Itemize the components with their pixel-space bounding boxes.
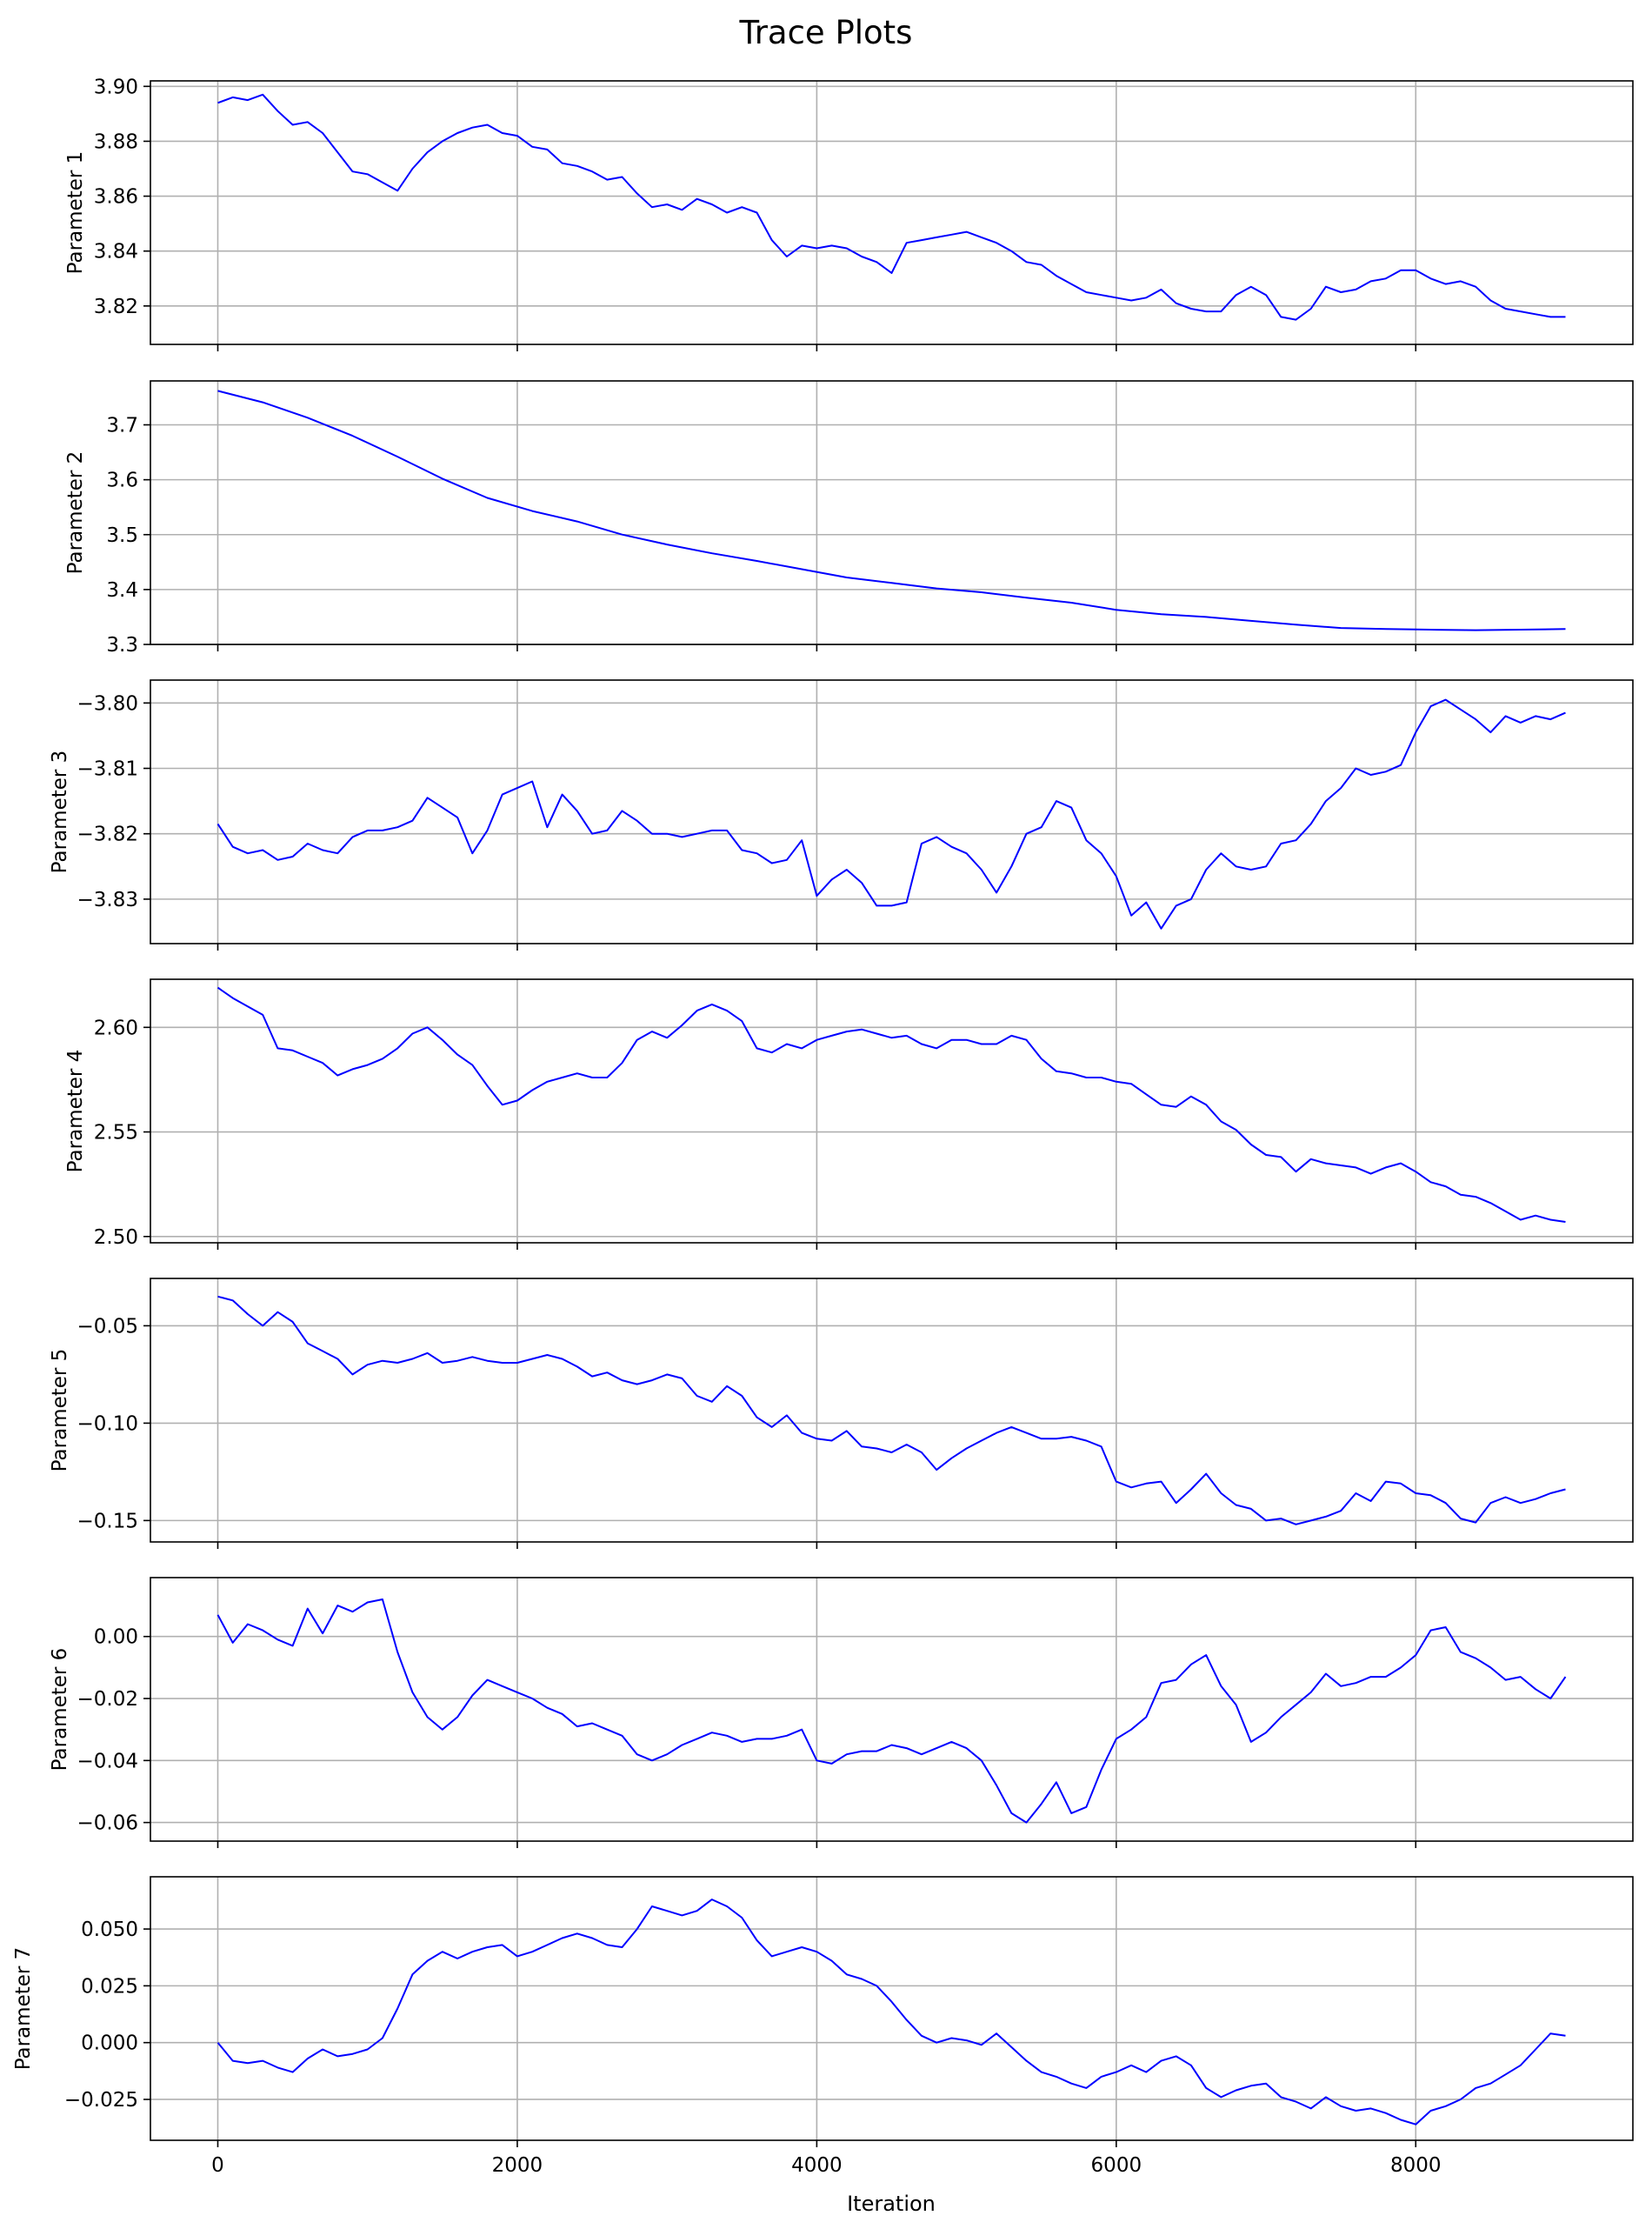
axes-frame (150, 1278, 1634, 1543)
y-tick-label: −0.15 (77, 1510, 138, 1532)
x-tick-label: 6000 (1091, 2154, 1142, 2177)
y-axis-label: Parameter 7 (12, 1947, 35, 2071)
x-tick-label: 0 (211, 2154, 224, 2177)
y-axis-label: Parameter 5 (49, 1349, 71, 1472)
trace-line (217, 93, 1566, 321)
y-tick-label: −0.04 (77, 1750, 138, 1772)
y-tick-label: −3.80 (77, 692, 138, 715)
subplot-6: −0.06 −0.04 −0.02 0.00 Parameter 6 (49, 1577, 1634, 1848)
subplot-2: 3.3 3.4 3.5 3.6 3.7 Parameter 2 (64, 380, 1634, 657)
x-tick-label: 4000 (791, 2154, 843, 2177)
y-tick-label: 3.5 (106, 524, 138, 547)
axes-frame (150, 1577, 1634, 1842)
y-tick-label: 3.6 (106, 470, 138, 492)
y-tick-label: 3.86 (94, 186, 138, 209)
subplot-7: 0 2000 4000 6000 8000 −0.025 0.000 0.025 0.050 Pa… (12, 1876, 1634, 2177)
trace-line (217, 1295, 1566, 1525)
y-tick-label: −0.06 (77, 1812, 138, 1835)
y-tick-label: 0.050 (81, 1919, 138, 1941)
x-tick-label: 8000 (1390, 2154, 1442, 2177)
figure-title: Trace Plots (739, 14, 913, 51)
axes-frame (150, 380, 1634, 645)
y-tick-label: −0.025 (64, 2089, 138, 2112)
subplot-1: 3.82 3.84 3.86 3.88 3.90 Parameter 1 (64, 76, 1634, 351)
y-axis-label: Parameter 2 (64, 451, 87, 575)
y-tick-label: 2.55 (94, 1122, 138, 1145)
y-tick-label: 3.84 (94, 241, 138, 264)
y-tick-label: 3.4 (106, 579, 138, 602)
y-tick-label: 3.7 (106, 415, 138, 437)
trace-line (216, 698, 1566, 930)
axes-frame (150, 978, 1634, 1244)
axes-frame (150, 1876, 1634, 2141)
subplot-5: −0.15 −0.10 −0.05 Parameter 5 (49, 1278, 1634, 1549)
axes-frame (150, 80, 1634, 345)
y-tick-label: 0.000 (81, 2032, 138, 2055)
y-tick-label: −3.83 (77, 889, 138, 911)
y-tick-label: 2.60 (94, 1017, 138, 1039)
trace-line (216, 1598, 1567, 1824)
y-axis-label: Parameter 3 (49, 751, 71, 874)
y-tick-label: 2.50 (94, 1226, 138, 1249)
y-axis-label: Parameter 1 (64, 151, 87, 275)
y-tick-label: 3.88 (94, 130, 138, 153)
y-tick-label: −0.02 (77, 1688, 138, 1711)
y-tick-label: 3.82 (94, 296, 138, 318)
y-tick-label: −3.82 (77, 824, 138, 846)
y-tick-label: −3.81 (77, 758, 138, 781)
y-axis-label: Parameter 6 (49, 1648, 71, 1772)
y-tick-label: 0.025 (81, 1975, 138, 1998)
subplot-panels: 3.82 3.84 3.86 3.88 3.90 Parameter 1 3.3 3.4 3.5… (12, 76, 1634, 2177)
subplot-3: −3.83 −3.82 −3.81 −3.80 Parameter 3 (49, 679, 1634, 951)
trace-line (216, 986, 1566, 1223)
trace-line (216, 1899, 1566, 2126)
y-tick-label: 0.00 (94, 1626, 138, 1649)
axes-frame (150, 679, 1634, 944)
y-tick-label: −0.10 (77, 1412, 138, 1435)
y-tick-label: 3.3 (106, 634, 138, 657)
subplot-4: 2.50 2.55 2.60 Parameter 4 (64, 978, 1634, 1250)
trace-line (217, 390, 1566, 631)
y-tick-label: −0.05 (77, 1315, 138, 1338)
y-tick-label: 3.90 (94, 76, 138, 98)
y-axis-label: Parameter 4 (64, 1050, 87, 1173)
x-tick-label: 2000 (492, 2154, 543, 2177)
x-axis-label: Iteration (847, 2192, 936, 2216)
